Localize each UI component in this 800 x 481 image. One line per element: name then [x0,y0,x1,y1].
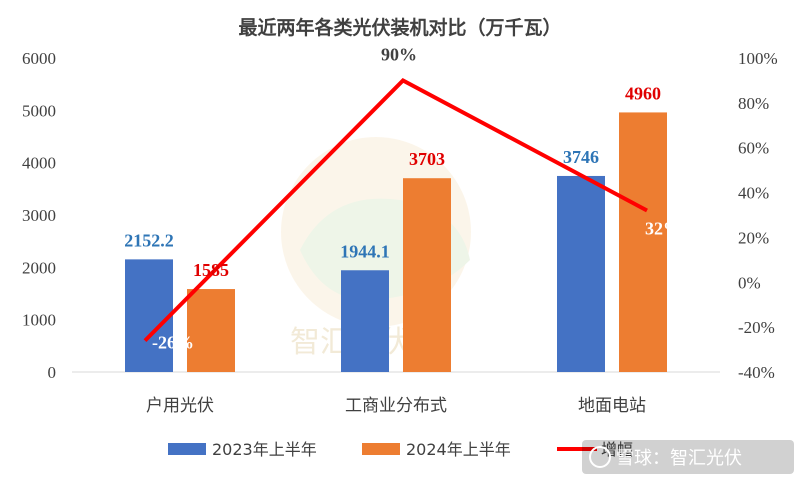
corner-watermark-text: 雪球：智汇光伏 [616,448,742,469]
legend-label: 2024年上半年 [406,440,511,459]
corner-watermark: 雪球：智汇光伏 [582,440,794,474]
bar [557,175,605,372]
right-axis: -40% -20% 0% 20% 40% 60% 80% 100% [738,49,778,382]
growth-line-path [143,77,648,343]
legend: 2023年上半年 2024年上半年 增幅 [168,440,633,459]
y-tick-label: 5000 [22,101,56,120]
bar-value-label: 3746 [563,147,599,167]
y2-tick-label: 0% [738,273,761,292]
legend-swatch [168,443,206,455]
y2-tick-label: 100% [738,49,778,68]
bars [125,112,667,372]
data-labels: 2152.2 1944.1 3746 1585 3703 4960 [124,83,661,280]
bar-value-label: 4960 [625,83,661,103]
y2-tick-label: 80% [738,94,769,113]
bar [341,270,389,372]
legend-label: 2023年上半年 [212,440,317,459]
growth-value-label: 32% [645,219,681,239]
left-axis: 0 1000 2000 3000 4000 5000 6000 [22,49,56,382]
y-tick-label: 6000 [22,49,56,68]
bar-value-label: 1944.1 [340,241,390,261]
bar [619,112,667,372]
y2-tick-label: 40% [738,184,769,203]
bar [403,178,451,372]
bar-value-label: 3703 [409,149,445,169]
growth-value-label: -26% [152,333,194,353]
y2-tick-label: -40% [738,363,775,382]
y-tick-label: 4000 [22,154,56,173]
growth-line: -26% 90% 32% [143,44,681,353]
bar-value-label: 1585 [193,260,229,280]
y-tick-label: 2000 [22,258,56,277]
corner-watermark-bg [582,440,794,474]
y-tick-label: 1000 [22,311,56,330]
snowball-icon [589,446,611,468]
bar-value-label: 2152.2 [124,230,174,250]
y-tick-label: 0 [48,363,57,382]
y2-tick-label: 20% [738,228,769,247]
category-labels: 户用光伏 工商业分布式 地面电站 [146,396,646,416]
category-label: 地面电站 [578,396,646,416]
y2-tick-label: 60% [738,139,769,158]
growth-value-label: 90% [381,44,417,64]
bar [187,289,235,372]
chart-title: 最近两年各类光伏装机对比（万千瓦） [238,16,561,39]
bar [125,259,173,372]
y-tick-label: 3000 [22,206,56,225]
category-label: 工商业分布式 [345,396,447,416]
legend-swatch [362,443,400,455]
category-label: 户用光伏 [146,396,214,416]
y2-tick-label: -20% [738,318,775,337]
